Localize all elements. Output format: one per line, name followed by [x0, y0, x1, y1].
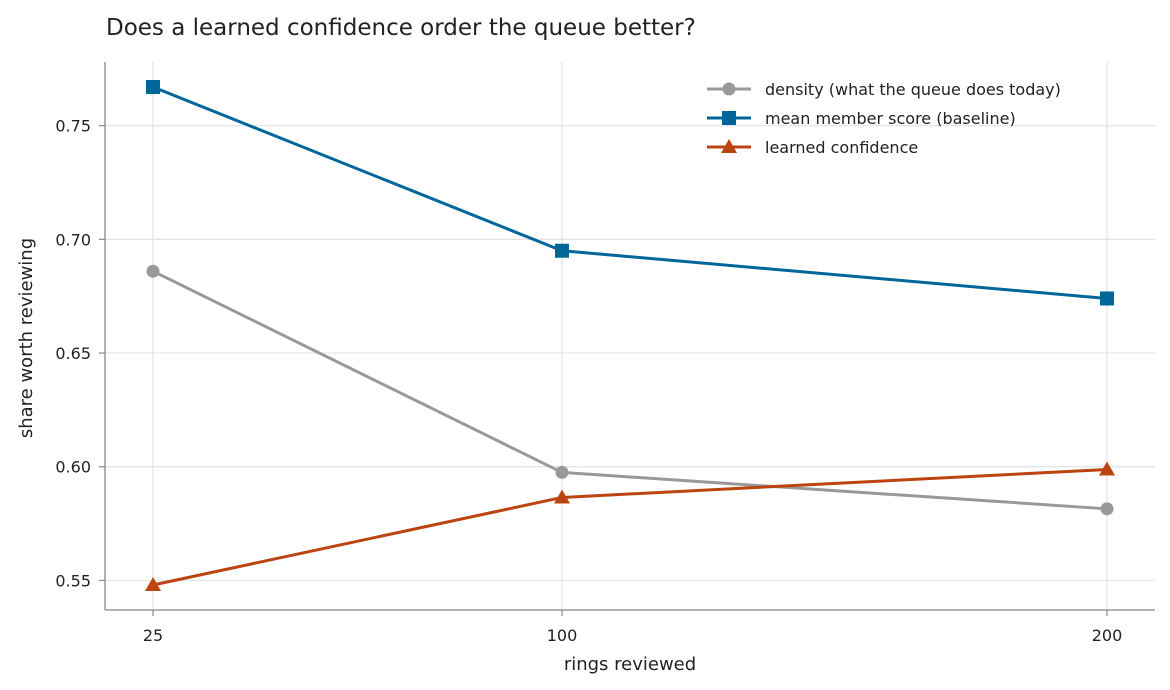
data-point [1100, 291, 1114, 306]
y-tick-label: 0.65 [55, 344, 91, 363]
axes [104, 62, 1155, 611]
x-tick-label: 200 [1092, 626, 1123, 645]
ticks: 0.55 0.60 0.65 0.70 0.75 25 100 200 [55, 117, 1122, 645]
series-1 [146, 80, 1114, 306]
series-line [152, 269, 1108, 511]
y-tick-label: 0.70 [55, 230, 91, 249]
legend-label: mean member score (baseline) [765, 109, 1016, 128]
series [145, 80, 1115, 591]
data-point [555, 465, 569, 479]
legend-marker [722, 111, 736, 125]
data-point [146, 264, 160, 278]
data-point [1099, 461, 1115, 476]
legend-item: learned confidence [707, 138, 918, 157]
data-point [555, 243, 569, 258]
legend-item: density (what the queue does today) [707, 80, 1061, 99]
y-axis-label: share worth reviewing [16, 238, 37, 438]
legend-label: density (what the queue does today) [765, 80, 1061, 99]
series-0 [146, 264, 1114, 516]
series-line [152, 467, 1108, 587]
x-axis-label: rings reviewed [564, 654, 696, 675]
legend-marker [722, 82, 736, 96]
legend-marker [721, 139, 737, 153]
chart-title: Does a learned confidence order the queu… [106, 15, 696, 41]
y-tick-label: 0.75 [55, 117, 91, 136]
data-point [146, 80, 160, 95]
data-point [145, 576, 161, 591]
y-tick-label: 0.60 [55, 458, 91, 477]
legend-item: mean member score (baseline) [707, 109, 1016, 128]
series-2 [145, 461, 1115, 591]
legend-label: learned confidence [765, 138, 918, 157]
x-tick-label: 100 [547, 626, 578, 645]
data-point [554, 489, 570, 504]
legend: density (what the queue does today) mean … [707, 80, 1061, 157]
grid [105, 62, 1155, 610]
data-point [1100, 502, 1114, 516]
y-tick-label: 0.55 [55, 571, 91, 590]
x-tick-label: 25 [143, 626, 163, 645]
